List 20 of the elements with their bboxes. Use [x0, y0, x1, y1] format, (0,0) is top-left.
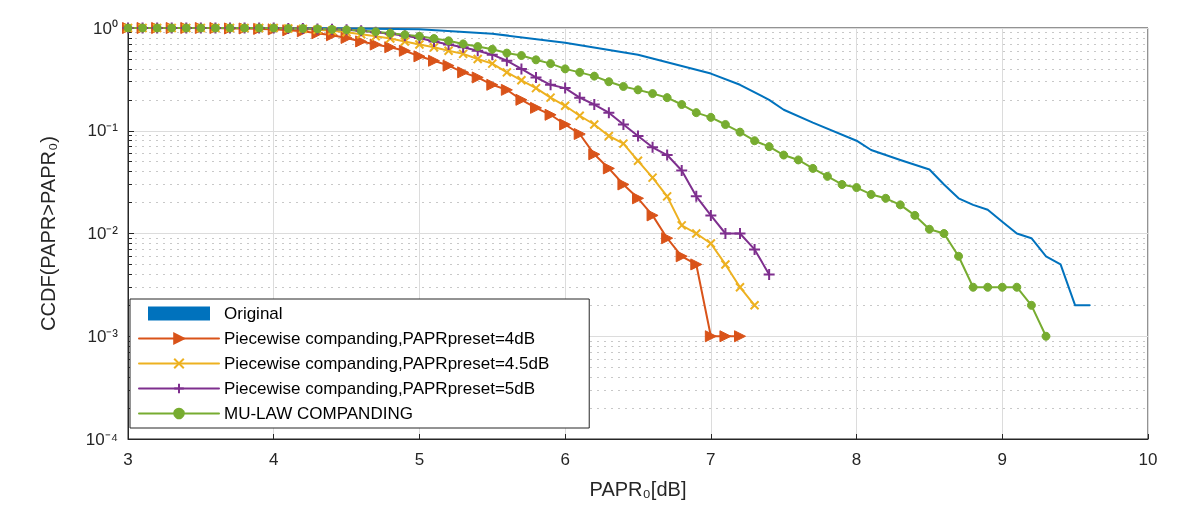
- x-tick-label: 10: [1138, 450, 1158, 469]
- legend-label: Piecewise companding,PAPRpreset=5dB: [224, 379, 536, 398]
- y-tick-label: 10⁻³: [87, 326, 119, 346]
- x-tick-label: 4: [268, 450, 279, 469]
- x-tick-label: 9: [997, 450, 1008, 469]
- legend-label: MU-LAW COMPANDING: [224, 404, 413, 423]
- x-tick-label: 5: [414, 450, 425, 469]
- x-tick-label: 7: [706, 450, 716, 469]
- x-axis-title: PAPR₀[dB]: [589, 478, 687, 500]
- legend-label: Piecewise companding,PAPRpreset=4.5dB: [224, 354, 550, 373]
- legend-label: Original: [224, 304, 283, 323]
- y-tick-label: 10⁰: [93, 18, 118, 38]
- y-tick-label: 10⁻¹: [87, 121, 119, 141]
- y-axis-title: CCDF(PAPR>PAPR₀): [37, 136, 59, 331]
- x-tick-label: 3: [123, 450, 133, 469]
- x-tick-label: 6: [560, 450, 570, 469]
- y-tick-label: 10⁻⁴: [85, 429, 118, 449]
- y-tick-label: 10⁻²: [87, 224, 119, 243]
- legend-label: Piecewise companding,PAPRpreset=4dB: [224, 329, 536, 348]
- x-tick-label: 8: [851, 450, 862, 469]
